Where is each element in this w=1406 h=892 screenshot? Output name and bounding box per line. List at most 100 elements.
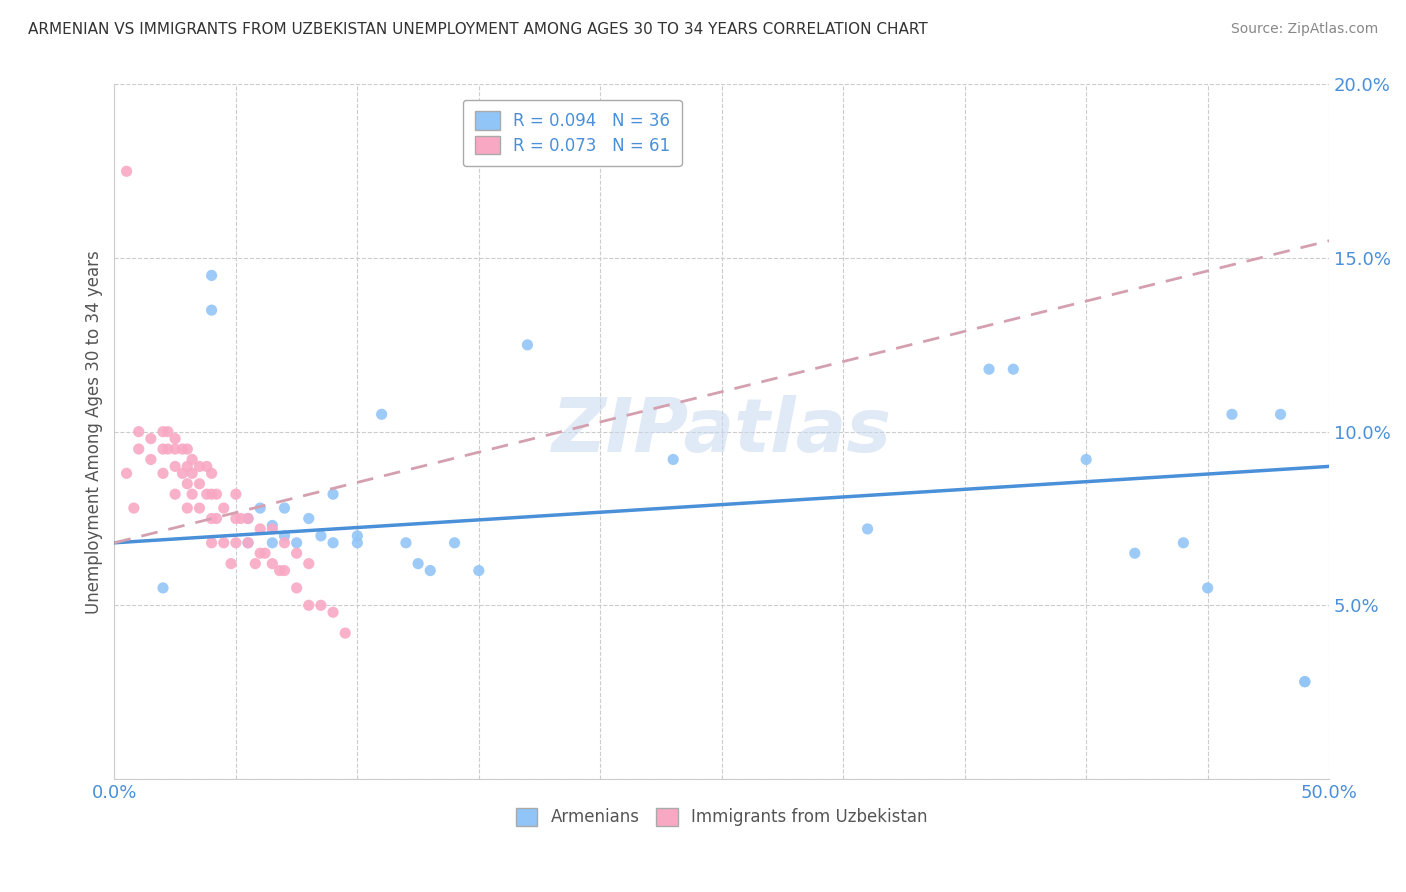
Point (335, 626, 357, 640)
Point (172, 467, 194, 481)
Point (322, 605, 344, 619)
Point (181, 467, 204, 481)
Point (152, 442, 174, 456)
Point (298, 511, 321, 525)
Point (156, 425, 179, 439)
Point (269, 564, 291, 578)
Point (200, 268, 222, 283)
Point (662, 452, 685, 467)
Point (468, 564, 491, 578)
Point (262, 522, 284, 536)
Text: ARMENIAN VS IMMIGRANTS FROM UZBEKISTAN UNEMPLOYMENT AMONG AGES 30 TO 34 YEARS CO: ARMENIAN VS IMMIGRANTS FROM UZBEKISTAN U… (28, 22, 928, 37)
Point (225, 536, 247, 550)
Point (176, 442, 198, 456)
Point (188, 476, 211, 491)
Point (195, 459, 218, 474)
Point (406, 557, 429, 571)
Point (262, 536, 284, 550)
Point (229, 511, 252, 525)
Point (236, 511, 259, 525)
Point (285, 546, 308, 560)
Point (395, 536, 418, 550)
Point (1294, 674, 1316, 689)
Point (172, 442, 194, 456)
Point (346, 529, 368, 543)
Point (298, 557, 321, 571)
Point (165, 442, 187, 456)
Point (1173, 536, 1195, 550)
Point (273, 564, 295, 578)
Point (115, 164, 138, 178)
Legend: Armenians, Immigrants from Uzbekistan: Armenians, Immigrants from Uzbekistan (509, 801, 935, 833)
Point (205, 487, 228, 501)
Text: Source: ZipAtlas.com: Source: ZipAtlas.com (1230, 22, 1378, 37)
Point (245, 557, 267, 571)
Point (200, 467, 222, 481)
Point (516, 338, 538, 352)
Point (236, 536, 259, 550)
Text: ZIPatlas: ZIPatlas (551, 395, 891, 468)
Point (273, 529, 295, 543)
Point (1123, 546, 1146, 560)
Point (1076, 452, 1098, 467)
Point (443, 536, 465, 550)
Point (419, 564, 441, 578)
Point (249, 546, 271, 560)
Point (249, 522, 271, 536)
Point (249, 501, 271, 516)
Point (165, 459, 187, 474)
Point (236, 511, 259, 525)
Point (236, 536, 259, 550)
Point (977, 362, 1000, 376)
Point (200, 303, 222, 318)
Point (254, 546, 277, 560)
Point (322, 487, 344, 501)
Point (165, 487, 187, 501)
Point (181, 487, 204, 501)
Point (205, 511, 228, 525)
Point (309, 599, 332, 613)
Point (285, 536, 308, 550)
Point (370, 407, 392, 421)
Point (219, 557, 242, 571)
Point (152, 581, 174, 595)
Point (346, 536, 368, 550)
Point (212, 536, 235, 550)
Point (165, 432, 187, 446)
Point (152, 425, 174, 439)
Point (285, 581, 308, 595)
Point (200, 487, 222, 501)
Point (1294, 674, 1316, 689)
Point (139, 432, 162, 446)
Point (200, 511, 222, 525)
Point (152, 467, 174, 481)
Point (156, 442, 179, 456)
Point (262, 557, 284, 571)
Point (188, 459, 211, 474)
Point (128, 442, 150, 456)
Point (115, 467, 138, 481)
Point (176, 459, 198, 474)
Point (262, 518, 284, 533)
Point (128, 425, 150, 439)
Point (176, 476, 198, 491)
Point (1197, 581, 1219, 595)
Point (225, 487, 247, 501)
Point (273, 501, 295, 516)
Point (298, 599, 321, 613)
Point (188, 501, 211, 516)
Point (1002, 362, 1025, 376)
Point (195, 487, 218, 501)
Point (225, 511, 247, 525)
Point (212, 501, 235, 516)
Point (139, 452, 162, 467)
Point (1270, 407, 1292, 421)
Point (181, 452, 204, 467)
Point (309, 529, 332, 543)
Point (322, 536, 344, 550)
Point (176, 501, 198, 516)
Y-axis label: Unemployment Among Ages 30 to 34 years: Unemployment Among Ages 30 to 34 years (86, 250, 103, 614)
Point (122, 501, 145, 516)
Point (273, 536, 295, 550)
Point (856, 522, 879, 536)
